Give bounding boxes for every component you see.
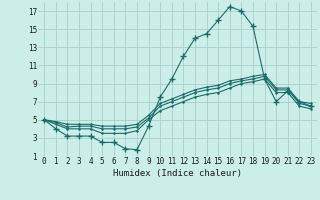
X-axis label: Humidex (Indice chaleur): Humidex (Indice chaleur) bbox=[113, 169, 242, 178]
